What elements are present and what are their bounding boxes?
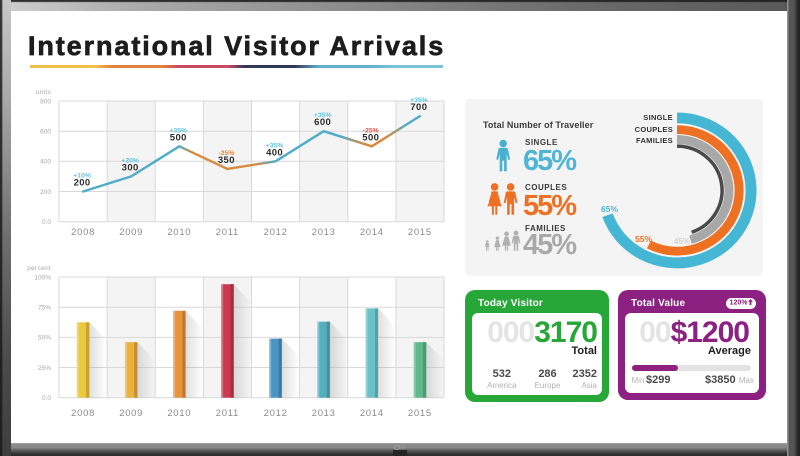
svg-text:100%: 100%: [34, 274, 51, 281]
svg-text:25%: 25%: [38, 365, 51, 372]
svg-text:0.0: 0.0: [42, 219, 51, 226]
svg-text:350: 350: [218, 155, 235, 166]
svg-text:+35%: +35%: [314, 112, 332, 119]
svg-text:200: 200: [74, 178, 91, 189]
svg-text:2013: 2013: [312, 227, 336, 238]
svg-text:+35%: +35%: [410, 97, 428, 104]
svg-text:-25%: -25%: [363, 127, 379, 134]
svg-text:500: 500: [170, 132, 187, 143]
svg-text:+35%: +35%: [266, 142, 284, 149]
svg-text:50%: 50%: [38, 335, 51, 342]
svg-text:800: 800: [40, 98, 51, 105]
svg-text:2010: 2010: [167, 227, 191, 238]
svg-text:700: 700: [410, 102, 427, 113]
svg-text:2008: 2008: [71, 227, 95, 238]
svg-text:-25%: -25%: [218, 150, 234, 157]
svg-text:2014: 2014: [360, 227, 384, 238]
svg-text:75%: 75%: [38, 305, 51, 312]
svg-text:2010: 2010: [167, 408, 191, 419]
svg-text:2008: 2008: [71, 408, 95, 419]
svg-text:2009: 2009: [119, 227, 143, 238]
svg-text:+10%: +10%: [73, 173, 91, 180]
svg-text:2011: 2011: [216, 227, 239, 238]
svg-text:2012: 2012: [264, 408, 288, 419]
svg-text:600: 600: [314, 117, 331, 128]
svg-text:300: 300: [122, 162, 139, 173]
svg-text:200: 200: [40, 189, 51, 196]
svg-text:+20%: +20%: [121, 157, 139, 164]
svg-text:2014: 2014: [360, 408, 384, 419]
svg-text:2013: 2013: [312, 408, 336, 419]
svg-text:percent: percent: [27, 265, 51, 272]
svg-text:0.0: 0.0: [42, 395, 51, 402]
svg-text:units: units: [36, 89, 52, 96]
svg-text:500: 500: [362, 132, 379, 143]
svg-text:2009: 2009: [119, 408, 143, 419]
svg-text:2011: 2011: [216, 408, 239, 419]
svg-text:+35%: +35%: [170, 127, 188, 134]
svg-text:2015: 2015: [408, 227, 432, 238]
svg-text:400: 400: [266, 147, 283, 158]
svg-text:2015: 2015: [408, 408, 432, 419]
svg-text:2012: 2012: [264, 227, 288, 238]
svg-text:600: 600: [40, 129, 51, 136]
svg-text:400: 400: [40, 159, 51, 166]
